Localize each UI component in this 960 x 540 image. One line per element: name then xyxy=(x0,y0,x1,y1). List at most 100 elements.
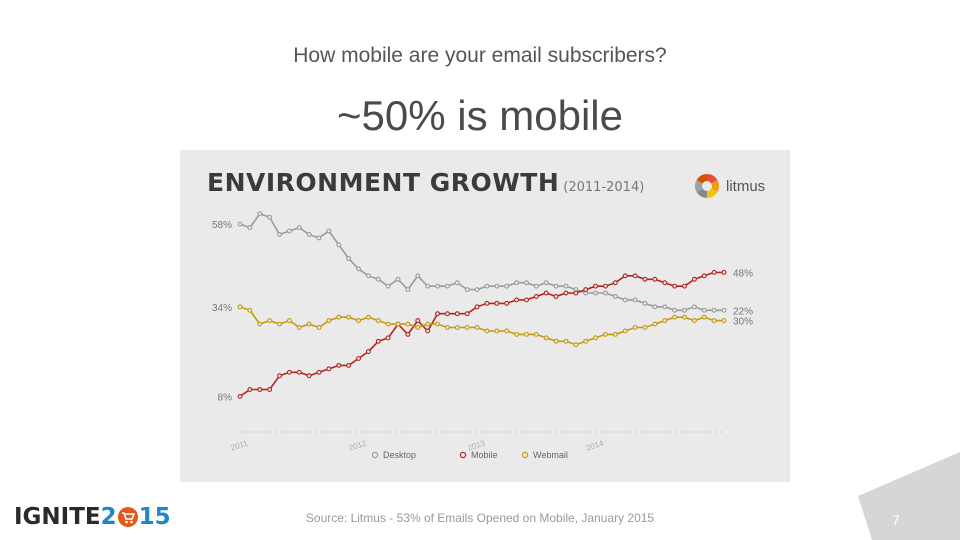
litmus-brand: litmus xyxy=(694,172,765,200)
series-line-mobile xyxy=(239,271,724,398)
data-point xyxy=(494,283,500,289)
data-point xyxy=(415,325,421,330)
data-point xyxy=(682,314,687,320)
data-point xyxy=(267,387,273,392)
data-point xyxy=(237,304,243,310)
data-point xyxy=(691,276,697,282)
data-point xyxy=(277,321,282,327)
data-point xyxy=(257,387,263,392)
data-point xyxy=(435,321,441,327)
data-point xyxy=(365,349,371,355)
data-point xyxy=(642,325,648,330)
litmus-brand-name: litmus xyxy=(726,177,766,195)
page-corner-shape xyxy=(858,452,960,540)
data-point xyxy=(583,338,589,344)
data-point xyxy=(375,276,381,282)
data-point xyxy=(474,304,480,310)
data-point xyxy=(346,256,352,262)
data-point xyxy=(375,318,381,324)
data-point xyxy=(326,228,332,234)
data-point xyxy=(553,283,559,289)
data-point xyxy=(316,325,322,330)
x-tick-label: 2012 xyxy=(348,438,368,452)
series-line-desktop xyxy=(239,212,724,312)
data-point xyxy=(494,328,500,334)
data-point xyxy=(326,366,332,372)
data-point xyxy=(365,273,371,279)
data-point xyxy=(444,283,450,289)
data-point xyxy=(247,307,253,313)
data-point xyxy=(385,283,391,289)
data-point xyxy=(612,280,618,286)
data-point xyxy=(553,338,559,344)
data-point xyxy=(267,318,273,324)
data-point xyxy=(543,335,549,341)
data-point xyxy=(504,283,510,289)
shopping-cart-icon xyxy=(117,507,138,527)
data-point xyxy=(336,362,342,368)
data-point xyxy=(346,362,352,368)
data-point xyxy=(711,269,717,275)
data-point xyxy=(514,297,520,303)
legend-label: Webmail xyxy=(533,450,568,460)
data-point xyxy=(316,235,322,241)
data-point xyxy=(415,273,421,279)
data-point xyxy=(721,269,727,275)
data-point xyxy=(257,211,263,217)
data-point xyxy=(603,283,608,289)
data-point xyxy=(365,314,371,320)
data-point xyxy=(652,276,658,282)
data-point xyxy=(662,304,668,310)
data-point xyxy=(454,280,460,286)
data-point xyxy=(385,335,391,341)
series-end-label: 48% xyxy=(733,268,753,279)
data-point xyxy=(474,287,480,293)
chart-title: ENVIRONMENT GROWTH xyxy=(207,168,560,197)
data-point xyxy=(395,276,401,282)
data-point xyxy=(691,304,697,310)
data-point xyxy=(444,325,450,330)
data-point xyxy=(425,321,431,327)
data-point xyxy=(603,331,608,337)
data-point xyxy=(514,331,520,337)
data-point xyxy=(701,273,707,279)
data-point xyxy=(356,266,361,272)
data-point xyxy=(573,342,579,348)
data-point xyxy=(593,283,599,289)
data-point xyxy=(543,290,549,296)
data-point xyxy=(504,328,510,334)
data-point xyxy=(474,325,480,330)
ignite-logo-text: IGNITE xyxy=(14,504,101,530)
data-point xyxy=(356,356,361,361)
series-line-webmail xyxy=(239,306,724,346)
data-point xyxy=(583,287,589,293)
data-point xyxy=(533,331,539,337)
data-point xyxy=(415,318,421,324)
data-point xyxy=(662,318,668,324)
source-caption: Source: Litmus - 53% of Emails Opened on… xyxy=(305,511,655,525)
y-axis-label: 34% xyxy=(212,303,232,314)
legend-marker xyxy=(371,451,379,459)
data-point xyxy=(672,283,678,289)
data-point xyxy=(385,321,391,327)
data-point xyxy=(603,290,608,296)
data-point xyxy=(237,393,243,399)
data-point xyxy=(652,304,658,310)
data-point xyxy=(612,294,618,299)
data-point xyxy=(277,232,282,237)
data-point xyxy=(533,283,539,289)
legend-marker xyxy=(521,451,529,459)
data-point xyxy=(504,300,510,306)
data-point xyxy=(405,321,411,327)
data-point xyxy=(721,307,727,313)
data-point xyxy=(682,307,687,313)
data-point xyxy=(662,280,668,286)
data-point xyxy=(277,373,282,379)
data-point xyxy=(286,318,292,324)
data-point xyxy=(444,311,450,317)
data-point xyxy=(622,297,628,303)
data-point xyxy=(346,314,352,320)
ignite-logo-year-b: 15 xyxy=(138,504,171,530)
data-point xyxy=(523,280,529,286)
data-point xyxy=(326,318,332,324)
